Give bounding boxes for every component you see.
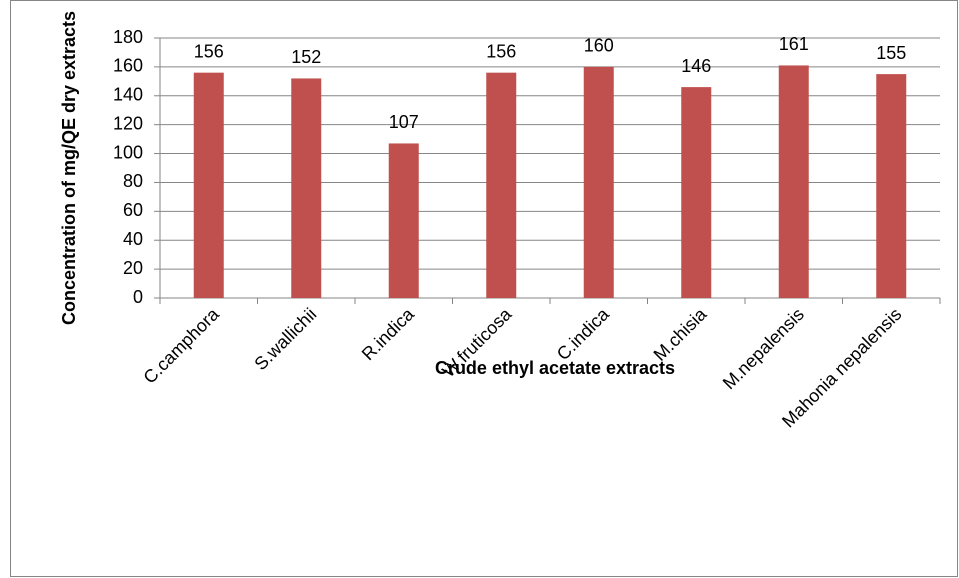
y-tick-label: 160 [113,56,143,76]
chart-frame [10,0,958,577]
data-label: 152 [291,47,321,67]
data-label: 156 [194,41,224,61]
data-label: 161 [779,34,809,54]
y-tick-label: 140 [113,85,143,105]
bar [291,78,322,298]
bar [388,143,419,298]
data-label: 146 [681,56,711,76]
y-tick-label: 180 [113,27,143,47]
y-tick-label: 80 [123,171,143,191]
y-tick-label: 100 [113,142,143,162]
data-label: 155 [876,43,906,63]
y-tick-label: 0 [133,287,143,307]
data-label: 160 [584,36,614,56]
y-axis-title: Concentration of mg/QE dry extracts [59,11,79,325]
x-axis-title: Crude ethyl acetate extracts [435,358,675,378]
bar [583,66,614,298]
data-label: 107 [389,112,419,132]
bar [486,72,517,299]
bar [876,74,907,298]
bar [681,87,712,298]
bar [778,65,809,298]
y-tick-label: 40 [123,229,143,249]
y-tick-label: 120 [113,113,143,133]
data-label: 156 [486,41,516,61]
bar [193,72,224,299]
y-tick-label: 20 [123,258,143,278]
y-tick-label: 60 [123,200,143,220]
